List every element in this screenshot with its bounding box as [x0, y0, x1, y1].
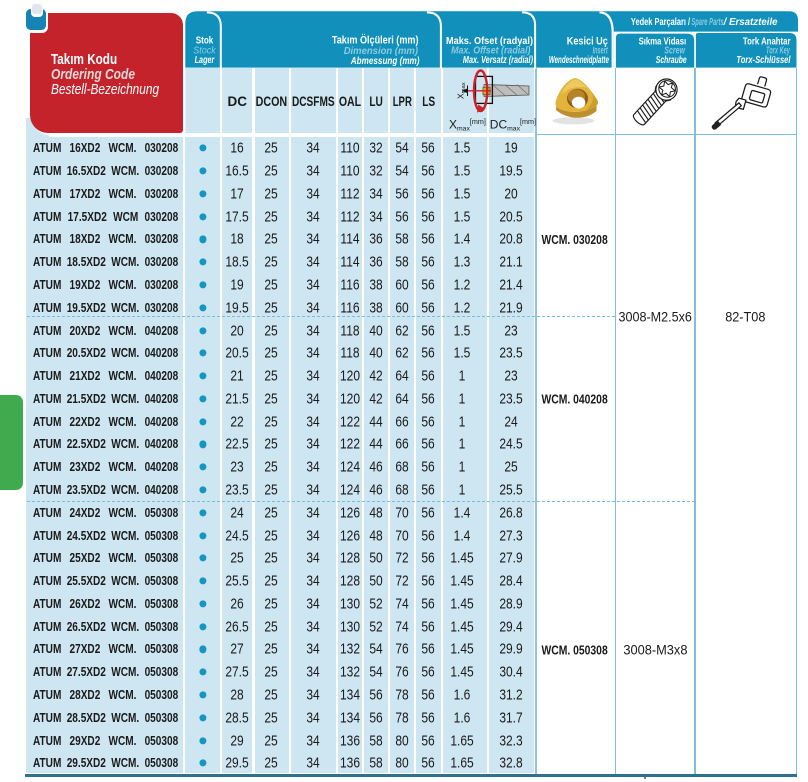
svg-text:OAL: OAL — [339, 93, 362, 109]
svg-text:WCM. 050308: WCM. 050308 — [542, 643, 608, 658]
svg-text:Kesici Uç: Kesici Uç — [567, 35, 608, 47]
svg-text:Sıkma Vidası: Sıkma Vidası — [639, 35, 687, 47]
svg-text:82-T08: 82-T08 — [725, 309, 765, 325]
svg-text:Abmessung (mm): Abmessung (mm) — [350, 55, 420, 67]
svg-text:DCSFMS: DCSFMS — [292, 93, 335, 109]
svg-text:Maks. Ofset (radyal): Maks. Ofset (radyal) — [446, 35, 533, 47]
svg-text:Tork Anahtar: Tork Anahtar — [743, 35, 791, 47]
svg-text:Xmax: Xmax — [456, 82, 467, 99]
svg-text:Insert: Insert — [593, 46, 609, 57]
svg-text:Torx-Schlüssel: Torx-Schlüssel — [736, 55, 790, 66]
svg-text:DC: DC — [228, 93, 248, 109]
svg-text:Schraube: Schraube — [656, 55, 687, 66]
svg-text:Max. Versatz (radial): Max. Versatz (radial) — [463, 54, 533, 66]
svg-text:Stok: Stok — [196, 34, 214, 46]
svg-text:3008-M3x8: 3008-M3x8 — [623, 642, 687, 658]
svg-text:Takım Ölçüleri (mm): Takım Ölçüleri (mm) — [332, 34, 419, 47]
svg-text:Xmax[mm]: Xmax[mm] — [449, 117, 486, 133]
svg-text:LS: LS — [422, 93, 435, 109]
svg-text:3008-M2.5x6: 3008-M2.5x6 — [619, 309, 693, 325]
svg-text:Stock: Stock — [193, 44, 216, 56]
svg-text:LPR: LPR — [393, 93, 412, 109]
svg-text:Torx Key: Torx Key — [766, 46, 790, 57]
svg-text:LU: LU — [369, 93, 383, 109]
svg-text:DCmax[mm]: DCmax[mm] — [490, 117, 536, 133]
svg-text:Max. Offset (radial): Max. Offset (radial) — [451, 45, 531, 57]
svg-text:Dimension (mm): Dimension (mm) — [344, 45, 419, 57]
svg-text:Lager: Lager — [195, 55, 215, 66]
svg-text:DCON: DCON — [256, 93, 288, 109]
svg-text:Yedek Parçaları /: Yedek Parçaları / — [631, 16, 690, 28]
svg-text:Wendeschneidplatte: Wendeschneidplatte — [549, 55, 609, 66]
svg-text:Spare Parts: Spare Parts — [691, 16, 723, 28]
svg-text:/ Ersatzteile: / Ersatzteile — [723, 16, 778, 28]
svg-text:Screw: Screw — [664, 46, 685, 57]
svg-text:WCM. 030208: WCM. 030208 — [542, 232, 608, 247]
svg-text:WCM. 040208: WCM. 040208 — [542, 392, 608, 407]
